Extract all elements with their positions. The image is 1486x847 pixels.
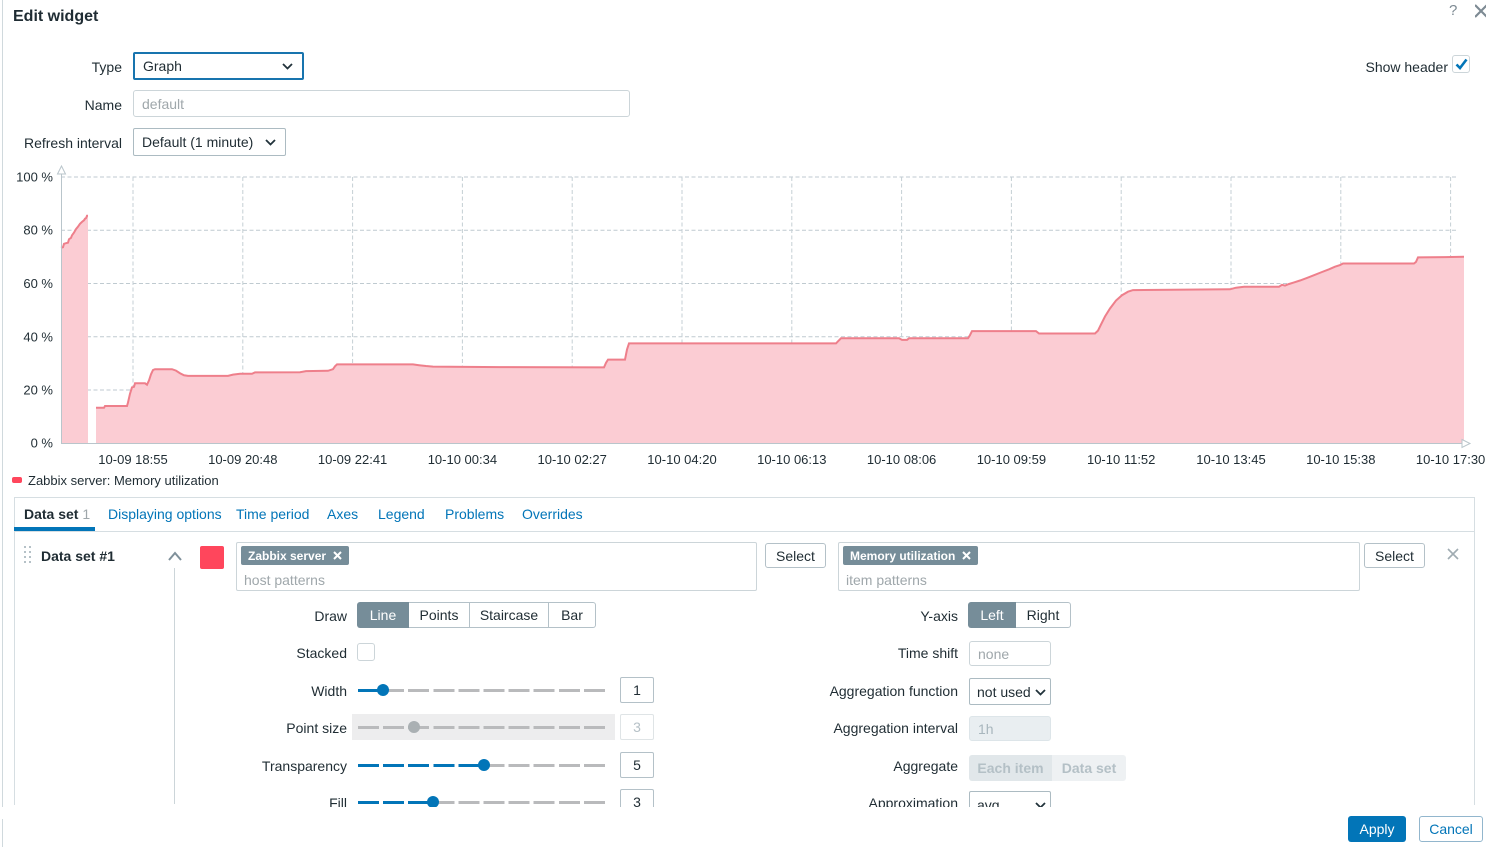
svg-text:10-10 00:34: 10-10 00:34 <box>428 452 497 467</box>
svg-text:10-10 09:59: 10-10 09:59 <box>977 452 1046 467</box>
svg-text:100 %: 100 % <box>16 170 53 185</box>
svg-text:10-10 06:13: 10-10 06:13 <box>757 452 826 467</box>
svg-text:10-10 08:06: 10-10 08:06 <box>867 452 936 467</box>
svg-text:40 %: 40 % <box>23 329 53 344</box>
svg-text:10-09 18:55: 10-09 18:55 <box>98 452 167 467</box>
svg-text:10-10 11:52: 10-10 11:52 <box>1087 452 1155 467</box>
svg-text:60 %: 60 % <box>23 276 53 291</box>
svg-text:10-10 02:27: 10-10 02:27 <box>537 452 606 467</box>
svg-text:10-10 04:20: 10-10 04:20 <box>647 452 716 467</box>
svg-text:10-09 22:41: 10-09 22:41 <box>318 452 387 467</box>
svg-text:10-10 13:45: 10-10 13:45 <box>1196 452 1265 467</box>
svg-text:0 %: 0 % <box>31 436 54 451</box>
svg-text:10-10 17:30: 10-10 17:30 <box>1416 452 1485 467</box>
svg-text:10-10 15:38: 10-10 15:38 <box>1306 452 1375 467</box>
svg-text:20 %: 20 % <box>23 383 53 398</box>
svg-text:10-09 20:48: 10-09 20:48 <box>208 452 277 467</box>
svg-text:80 %: 80 % <box>23 223 53 238</box>
